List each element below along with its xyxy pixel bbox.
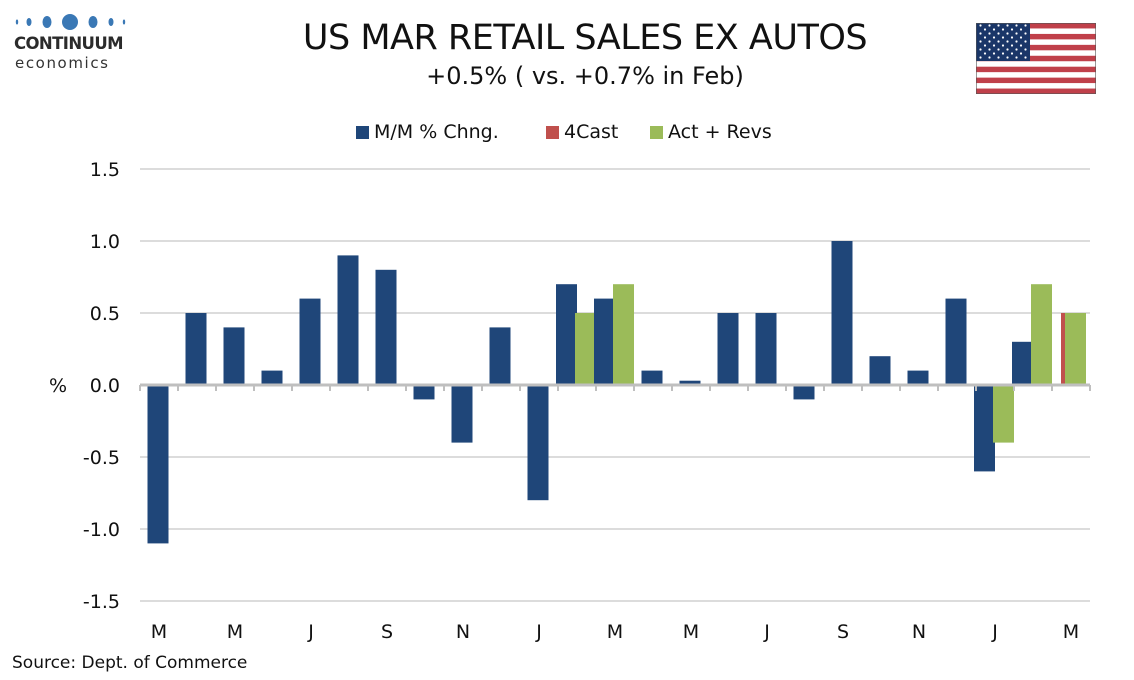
bar-mm-change [337, 255, 359, 385]
logo-wordmark: CONTINUUM [14, 34, 124, 53]
chart-title: US MAR RETAIL SALES EX AUTOS [302, 18, 868, 58]
legend-item-4cast: 4Cast [546, 119, 618, 145]
bar-mm-change [755, 313, 777, 385]
bar-act-revs [1031, 284, 1052, 385]
bar-mm-change [451, 385, 473, 443]
bar-mm-change [147, 385, 169, 544]
us-flag-icon [976, 23, 1096, 94]
x-tick-label: J [763, 621, 770, 643]
bar-mm-change [261, 370, 283, 385]
y-tick-label: 1.0 [90, 231, 120, 253]
bar-mm-change [945, 298, 967, 385]
bar-mm-change [594, 298, 615, 385]
logo-tagline: economics [15, 54, 110, 72]
logo-dots-icon [15, 14, 126, 30]
bar-mm-change [413, 385, 435, 400]
x-tick-label: M [151, 621, 167, 643]
y-tick-label: 0.0 [90, 375, 120, 397]
x-tick-label: S [837, 621, 849, 643]
legend-label-act-revs: Act + Revs [668, 121, 772, 143]
bars [147, 241, 1086, 544]
x-tick-label: N [912, 621, 926, 643]
bar-mm-change [375, 269, 397, 385]
x-tick-label: J [535, 621, 542, 643]
legend-item-act-revs: Act + Revs [650, 119, 772, 145]
bar-mm-change [679, 380, 701, 385]
bar-mm-change [489, 327, 511, 385]
x-tick-label: J [307, 621, 314, 643]
chart-legend: M/M % Chng. 4Cast Act + Revs [0, 119, 1134, 145]
x-tick-label: S [381, 621, 393, 643]
bar-mm-change [717, 313, 739, 385]
bar-mm-change [974, 385, 995, 472]
legend-label-mm: M/M % Chng. [374, 121, 499, 143]
bar-mm-change [556, 284, 577, 385]
bar-act-revs [575, 313, 596, 385]
y-tick-label: 1.5 [90, 159, 120, 181]
y-axis-ticks: 1.5 1.0 0.5 0.0 -0.5 -1.0 -1.5 [83, 159, 120, 613]
y-axis-label: % [49, 375, 67, 397]
x-tick-label: M [227, 621, 243, 643]
continuum-economics-logo: CONTINUUM economics [14, 14, 134, 76]
x-tick-label: M [1063, 621, 1079, 643]
bar-mm-change [299, 298, 321, 385]
y-tick-label: -0.5 [83, 447, 120, 469]
legend-swatch-act-revs [650, 125, 663, 139]
x-tick-label: M [607, 621, 623, 643]
legend-swatch-mm [356, 125, 369, 139]
bar-mm-change [793, 385, 815, 400]
source-note: Source: Dept. of Commerce [12, 653, 248, 673]
chart-subtitle: +0.5% ( vs. +0.7% in Feb) [426, 62, 744, 90]
bar-mm-change [223, 327, 245, 385]
x-axis [139, 383, 1091, 391]
bar-act-revs [993, 385, 1014, 443]
bar-mm-change [641, 370, 663, 385]
bar-mm-change [907, 370, 929, 385]
legend-swatch-4cast [546, 125, 559, 139]
legend-item-mm: M/M % Chng. [356, 119, 499, 145]
bar-mm-change [527, 385, 549, 501]
bar-act-revs [613, 284, 634, 385]
gridlines [140, 168, 1090, 602]
bar-act-revs [1065, 313, 1086, 385]
y-tick-label: -1.0 [83, 519, 120, 541]
bar-mm-change [185, 313, 207, 385]
y-tick-label: 0.5 [90, 303, 120, 325]
x-tick-label: M [683, 621, 699, 643]
x-tick-label: N [456, 621, 470, 643]
bar-mm-change [869, 356, 891, 385]
y-tick-label: -1.5 [83, 591, 120, 613]
bar-mm-change [831, 241, 853, 385]
x-tick-label: J [991, 621, 998, 643]
legend-label-4cast: 4Cast [564, 121, 619, 143]
bar-mm-change [1012, 341, 1033, 385]
